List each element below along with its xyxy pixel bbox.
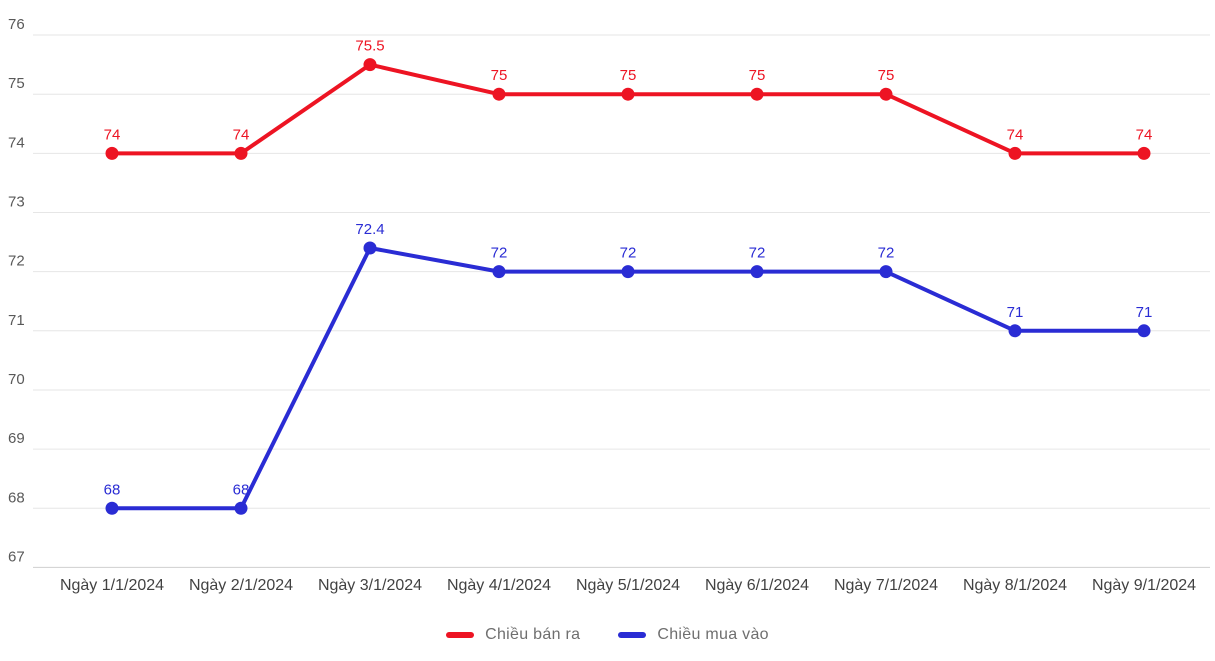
x-axis-label-2: Ngày 2/1/2024 [189,577,293,594]
data-point-label-sell-8: 74 [1007,126,1024,143]
data-point-marker-sell-2[interactable] [234,146,248,160]
data-point-label-sell-5: 75 [620,67,637,84]
data-point-marker-buy-6[interactable] [750,265,764,279]
data-point-marker-buy-4[interactable] [492,265,506,279]
legend-label-sell: Chiều bán ra [485,626,581,643]
x-axis-label-5: Ngày 5/1/2024 [576,577,680,594]
legend-label-buy: Chiều mua vào [657,626,769,643]
data-point-marker-buy-5[interactable] [621,265,635,279]
data-point-label-buy-8: 71 [1007,304,1024,321]
data-point-marker-buy-9[interactable] [1137,324,1151,338]
data-point-label-buy-5: 72 [620,245,637,262]
y-axis-label-76: 76 [8,16,25,33]
data-point-label-buy-6: 72 [749,245,766,262]
y-axis-label-75: 75 [8,75,25,92]
data-point-label-sell-3: 75.5 [355,38,384,55]
data-point-label-sell-9: 74 [1136,126,1153,143]
data-point-label-sell-4: 75 [491,67,508,84]
chart-legend: Chiều bán ra Chiều mua vào [0,622,1215,648]
y-axis-label-67: 67 [8,548,25,565]
y-axis-label-73: 73 [8,194,25,211]
x-axis-label-7: Ngày 7/1/2024 [834,577,938,594]
data-point-label-buy-2: 68 [233,481,250,498]
x-axis-label-4: Ngày 4/1/2024 [447,577,551,594]
data-point-marker-sell-4[interactable] [492,87,506,101]
y-axis-label-70: 70 [8,371,25,388]
series-line-buy [110,245,1146,511]
data-point-marker-sell-7[interactable] [879,87,893,101]
data-point-label-sell-7: 75 [878,67,895,84]
data-point-marker-buy-2[interactable] [234,501,248,515]
x-axis-label-1: Ngày 1/1/2024 [60,577,164,594]
x-axis-label-8: Ngày 8/1/2024 [963,577,1067,594]
data-point-label-sell-2: 74 [233,126,250,143]
y-axis-label-68: 68 [8,489,25,506]
legend-swatch-sell-icon [446,632,475,638]
data-point-marker-sell-8[interactable] [1008,146,1022,160]
data-point-marker-buy-8[interactable] [1008,324,1022,338]
x-axis-label-6: Ngày 6/1/2024 [705,577,809,594]
x-axis-label-9: Ngày 9/1/2024 [1092,577,1196,594]
data-point-marker-sell-1[interactable] [105,146,119,160]
data-point-label-buy-4: 72 [491,245,508,262]
legend-item-sell[interactable]: Chiều bán ra [446,626,580,644]
y-axis-label-69: 69 [8,430,25,447]
legend-item-buy[interactable]: Chiều mua vào [618,626,769,644]
data-point-label-sell-6: 75 [749,67,766,84]
y-axis-label-72: 72 [8,253,25,270]
data-point-label-buy-3: 72.4 [355,221,384,238]
data-point-marker-sell-6[interactable] [750,87,764,101]
data-point-label-buy-7: 72 [878,245,895,262]
data-point-marker-buy-1[interactable] [105,501,119,515]
data-point-label-sell-1: 74 [104,126,121,143]
data-point-label-buy-9: 71 [1136,304,1153,321]
legend-swatch-buy-icon [618,632,647,638]
y-axis-label-71: 71 [8,312,25,329]
y-axis-label-74: 74 [8,134,25,151]
data-point-label-buy-1: 68 [104,481,121,498]
data-point-marker-buy-7[interactable] [879,265,893,279]
x-axis-label-3: Ngày 3/1/2024 [318,577,422,594]
data-point-marker-sell-9[interactable] [1137,146,1151,160]
data-point-marker-sell-5[interactable] [621,87,635,101]
data-point-marker-sell-3[interactable] [363,58,377,72]
data-point-marker-buy-3[interactable] [363,241,377,255]
